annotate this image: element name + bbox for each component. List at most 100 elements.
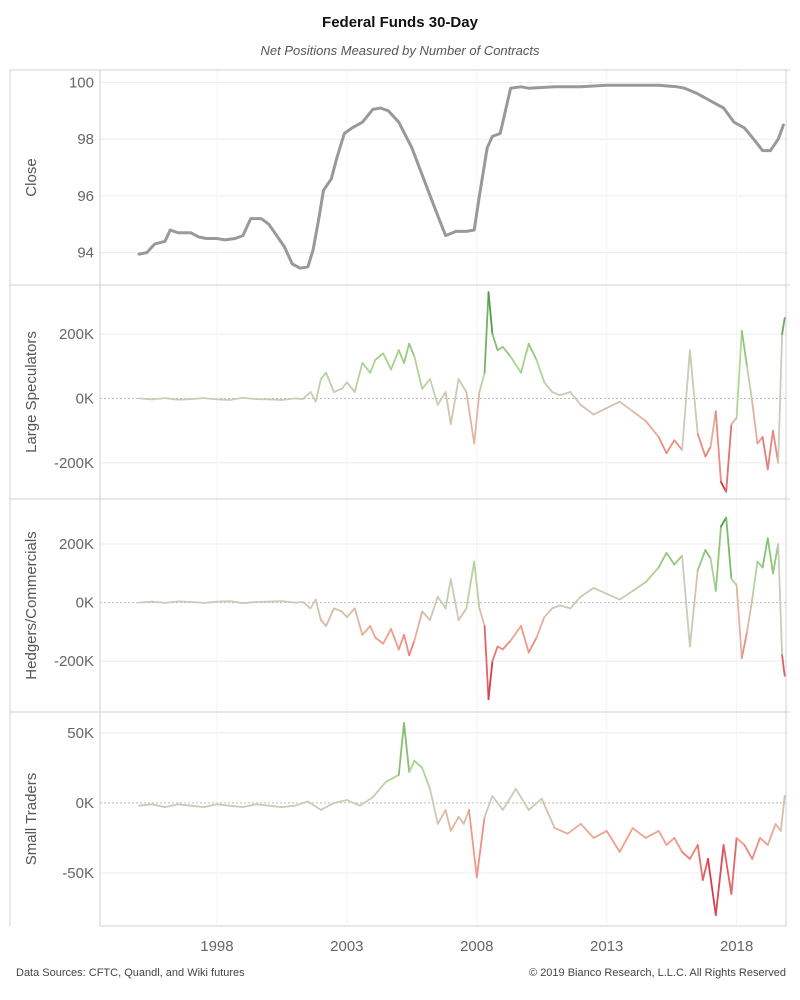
series-segment <box>766 823 777 846</box>
series-segment <box>631 827 647 839</box>
series-segment <box>403 722 411 773</box>
series-segment <box>457 607 468 621</box>
series-segment <box>403 633 411 657</box>
series-segment <box>138 803 153 807</box>
y-tick-label: 96 <box>77 188 94 205</box>
series-segment <box>293 397 304 401</box>
copyright-footer: © 2019 Bianco Research, L.L.C. All Right… <box>529 967 786 979</box>
series-segment <box>751 837 761 860</box>
series-segment <box>413 355 424 390</box>
series-segment <box>605 400 621 410</box>
series-segment <box>280 804 296 808</box>
series-segment <box>618 400 634 413</box>
series-segment <box>429 788 439 825</box>
series-segment <box>491 795 504 811</box>
series-segment <box>657 436 668 455</box>
series-segment <box>202 397 218 401</box>
series-segment <box>520 342 530 374</box>
series-segment <box>501 788 517 811</box>
series-segment <box>689 569 699 648</box>
series-segment <box>644 566 660 583</box>
panel-2: -200K 0K 200K Hedgers/Commercials <box>23 498 787 713</box>
series-segment <box>374 352 385 361</box>
series-segment <box>189 601 205 604</box>
series-segment <box>618 827 634 853</box>
series-segment <box>293 800 309 807</box>
series-segment <box>151 803 166 808</box>
series-segment <box>514 788 530 811</box>
series-segment <box>397 349 405 364</box>
panel-3: -50K 0K 50K Small Traders <box>23 711 787 927</box>
y-tick-label: 94 <box>77 245 94 262</box>
series-segment <box>665 439 676 455</box>
series-segment <box>267 398 283 401</box>
series-segment <box>202 803 218 808</box>
series-segment <box>631 410 647 422</box>
series-segment <box>444 809 452 832</box>
series-segment <box>429 378 439 406</box>
chart-title: Federal Funds 30-Day <box>322 14 478 31</box>
series-segment <box>177 398 192 401</box>
close-series-line <box>137 83 785 270</box>
series-segment <box>673 554 683 566</box>
y-tick-label: 100 <box>69 75 94 92</box>
series-segment <box>725 516 733 580</box>
data-sources-footer: Data Sources: CFTC, Quandl, and Wiki fut… <box>16 967 245 979</box>
series-segment <box>215 803 231 807</box>
series-segment <box>720 516 728 528</box>
series-segment <box>709 410 717 448</box>
series-segment <box>361 625 372 636</box>
series-segment <box>408 342 416 358</box>
series-segment <box>164 397 179 401</box>
series-segment <box>756 560 764 569</box>
series-segment <box>566 823 582 835</box>
series-segment <box>314 598 322 621</box>
series-segment <box>496 645 504 651</box>
series-segment <box>408 639 416 657</box>
series-segment <box>189 397 205 401</box>
series-segment <box>382 628 392 645</box>
series-segment <box>681 349 691 451</box>
series-segment <box>309 598 317 610</box>
series-segment <box>740 631 748 660</box>
series-segment <box>215 398 231 401</box>
series-segment <box>473 391 481 445</box>
series-segment <box>483 291 490 374</box>
panel-0: 94 96 98 100 Close <box>23 69 787 286</box>
series-segment <box>665 551 676 566</box>
x-tick-label: 1998 <box>200 938 233 955</box>
series-segment <box>267 804 283 808</box>
series-segment <box>457 816 465 825</box>
series-segment <box>319 802 335 811</box>
series-segment <box>689 349 699 435</box>
series-segment <box>319 371 328 381</box>
x-tick-label: 2008 <box>460 938 493 955</box>
series-segment <box>293 601 304 604</box>
series-segment <box>436 809 447 825</box>
series-segment <box>314 378 322 403</box>
series-segment <box>361 362 372 374</box>
series-segment <box>478 607 486 627</box>
series-segment <box>487 291 494 336</box>
series-segment <box>309 391 317 403</box>
x-tick-label: 2018 <box>720 938 753 955</box>
series-segment <box>358 796 374 807</box>
y-tick-label: 200K <box>59 326 94 343</box>
series-segment <box>332 387 343 393</box>
series-segment <box>374 636 385 645</box>
series-segment <box>151 600 166 604</box>
series-segment <box>689 844 699 860</box>
series-segment <box>449 378 460 426</box>
series-segment <box>730 416 738 426</box>
series-segment <box>559 391 572 397</box>
series-segment <box>151 397 166 401</box>
series-segment <box>408 759 416 773</box>
series-segment <box>164 803 179 808</box>
series-segment <box>559 604 572 610</box>
series-segment <box>332 799 348 804</box>
series-segment <box>319 619 328 627</box>
series-segment <box>722 844 733 895</box>
series-segment <box>735 584 743 660</box>
series-segment <box>579 403 595 416</box>
series-segment <box>707 858 717 916</box>
